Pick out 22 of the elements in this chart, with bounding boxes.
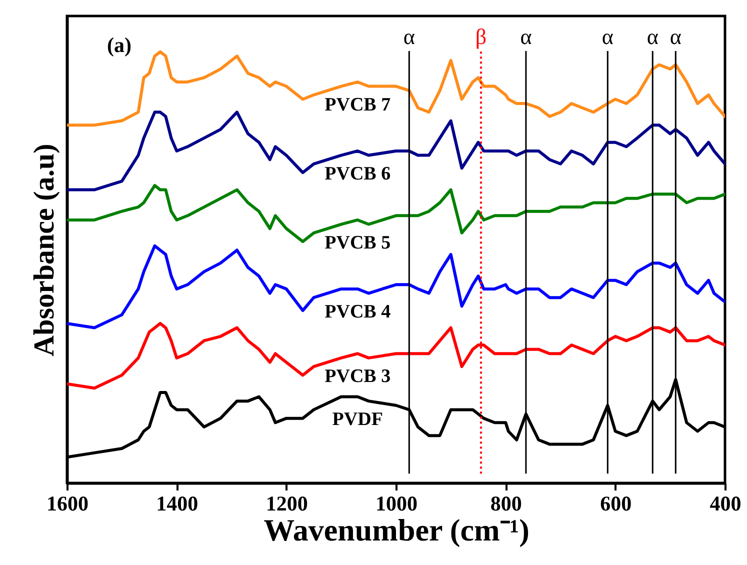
- series-label: PVCB 4: [324, 301, 392, 322]
- x-tick-label: 1400: [156, 492, 198, 516]
- series-label: PVCB 6: [324, 163, 391, 184]
- x-tick-label: 800: [490, 492, 522, 516]
- ref-line-label: α: [403, 24, 416, 50]
- y-axis-title: Absorbance (a.u): [28, 144, 60, 356]
- ref-line-label: α: [602, 24, 614, 50]
- x-tick-label: 400: [710, 492, 742, 516]
- x-tick-label: 600: [600, 492, 632, 516]
- ref-line-label: α: [646, 24, 659, 50]
- annotation: (a): [107, 33, 132, 57]
- series-label: PVDF: [332, 409, 383, 430]
- series-label: PVCB 3: [324, 366, 391, 388]
- x-tick-label: 1200: [266, 492, 308, 516]
- x-tick-label: 1000: [376, 492, 418, 516]
- ref-line-label: α: [670, 24, 682, 50]
- series-label: PVCB 5: [324, 232, 391, 254]
- x-tick-label: 1600: [46, 492, 88, 516]
- x-axis-title: Wavenumber (cm⁻¹): [264, 512, 530, 548]
- ref-line-label: β: [475, 24, 487, 50]
- series-label: PVCB 7: [324, 94, 392, 116]
- ref-line-label: α: [520, 24, 532, 50]
